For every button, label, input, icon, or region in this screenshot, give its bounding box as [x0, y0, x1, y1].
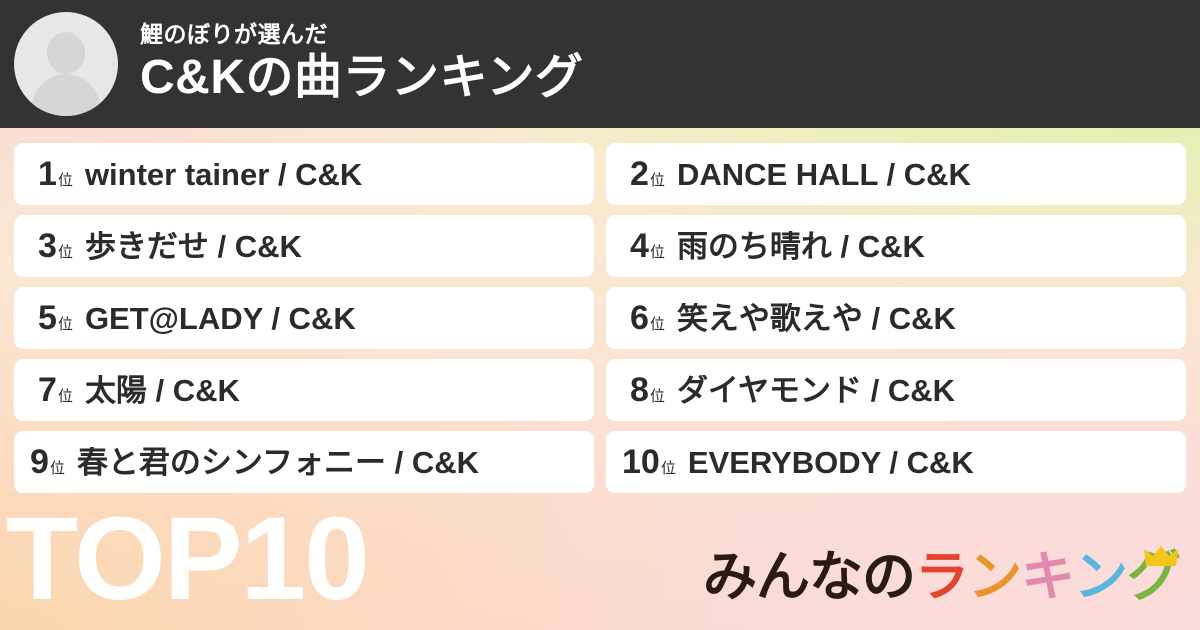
- rank-unit-3: 位: [57, 244, 73, 261]
- header-subtitle: 鯉のぼりが選んだ: [140, 21, 328, 48]
- rank-unit-5: 位: [57, 316, 73, 333]
- song-title-9: 春と君のシンフォニー / C&K: [76, 446, 480, 478]
- ranking-item-2[interactable]: 2位 DANCE HALL / C&K: [606, 143, 1186, 205]
- ranking-item-5[interactable]: 5位 GET@LADY / C&K: [14, 287, 594, 349]
- rank-unit-9: 位: [49, 460, 65, 477]
- page-title: C&Kの曲ランキング: [140, 51, 584, 105]
- rank-number-2: 2位: [630, 155, 665, 193]
- header-bar: 鯉のぼりが選んだ C&Kの曲ランキング: [0, 0, 1200, 128]
- logo-part-ki: キ: [1021, 547, 1075, 607]
- site-logo[interactable]: みんなの ラ ン キ ン グ: [703, 528, 1181, 607]
- rank-unit-1: 位: [57, 172, 73, 189]
- rank-number-8: 8位: [630, 371, 665, 409]
- ranking-item-7[interactable]: 7位 太陽 / C&K: [14, 359, 594, 421]
- logo-part-n2: ン: [1074, 547, 1128, 607]
- song-title-1: winter tainer / C&K: [84, 158, 363, 190]
- logo-part-n1: ン: [968, 547, 1022, 607]
- ranking-item-8[interactable]: 8位 ダイヤモンド / C&K: [606, 359, 1186, 421]
- ranking-item-3[interactable]: 3位 歩きだせ / C&K: [14, 215, 594, 277]
- top10-label: TOP10: [6, 493, 370, 625]
- rank-unit-10: 位: [660, 460, 676, 477]
- ranking-item-9[interactable]: 9位 春と君のシンフォニー / C&K: [14, 431, 594, 493]
- song-title-2: DANCE HALL / C&K: [676, 158, 971, 190]
- rank-number-9: 9位: [30, 443, 65, 481]
- avatar-head-shape: [47, 32, 85, 74]
- ranking-item-10[interactable]: 10位 EVERYBODY / C&K: [606, 431, 1186, 493]
- song-title-4: 雨のち晴れ / C&K: [676, 230, 925, 262]
- logo-part-ra: ラ: [915, 547, 969, 607]
- ranking-item-4[interactable]: 4位 雨のち晴れ / C&K: [606, 215, 1186, 277]
- rank-number-1: 1位: [38, 155, 73, 193]
- rank-number-7: 7位: [38, 371, 73, 409]
- ranking-grid: 1位 winter tainer / C&K 2位 DANCE HALL / C…: [14, 143, 1186, 493]
- rank-number-6: 6位: [630, 299, 665, 337]
- ranking-item-1[interactable]: 1位 winter tainer / C&K: [14, 143, 594, 205]
- rank-number-4: 4位: [630, 227, 665, 265]
- rank-unit-6: 位: [649, 316, 665, 333]
- rank-number-10: 10位: [622, 443, 676, 481]
- avatar: [14, 12, 118, 116]
- song-title-6: 笑えや歌えや / C&K: [676, 302, 956, 334]
- logo-part-minna: みんなの: [703, 547, 916, 607]
- ranking-item-6[interactable]: 6位 笑えや歌えや / C&K: [606, 287, 1186, 349]
- song-title-8: ダイヤモンド / C&K: [676, 374, 956, 406]
- header-text-block: 鯉のぼりが選んだ C&Kの曲ランキング: [140, 21, 584, 106]
- rank-unit-2: 位: [649, 172, 665, 189]
- rank-unit-7: 位: [57, 388, 73, 405]
- crown-icon: [1144, 546, 1178, 566]
- rank-unit-8: 位: [649, 388, 665, 405]
- rank-number-5: 5位: [38, 299, 73, 337]
- song-title-10: EVERYBODY / C&K: [687, 446, 974, 478]
- song-title-3: 歩きだせ / C&K: [84, 230, 302, 262]
- avatar-body-shape: [32, 74, 100, 116]
- song-title-5: GET@LADY / C&K: [84, 302, 356, 334]
- rank-number-3: 3位: [38, 227, 73, 265]
- rank-unit-4: 位: [649, 244, 665, 261]
- song-title-7: 太陽 / C&K: [84, 374, 240, 406]
- logo-part-gu: グ: [1127, 546, 1181, 607]
